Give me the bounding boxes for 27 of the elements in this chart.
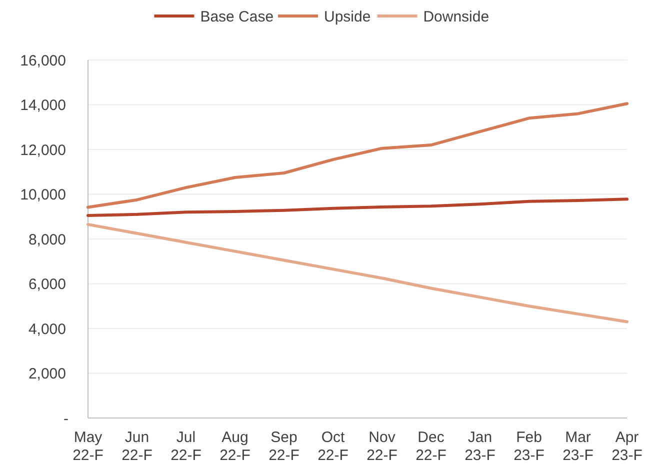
x-tick-label: Jun 22-F [122, 429, 152, 464]
x-tick-label: Oct 22-F [318, 429, 348, 464]
x-tick-label: Dec 22-F [416, 429, 446, 464]
y-tick-label: - [64, 410, 68, 428]
y-tick-label: 4,000 [28, 320, 66, 338]
x-tick-label: Feb 23-F [514, 429, 544, 464]
legend-label: Upside [324, 8, 371, 26]
x-tick-label: Jul 22-F [170, 429, 202, 464]
y-tick-label: 6,000 [28, 276, 66, 293]
y-tick-label: 8,000 [28, 231, 66, 248]
x-tick-label: May 22-F [72, 429, 104, 464]
y-tick-label: 14,000 [20, 97, 66, 114]
line-series [86, 102, 628, 209]
line-series [86, 198, 628, 218]
legend-label: Downside [423, 8, 490, 26]
x-tick-label: Jan 23-F [464, 429, 496, 464]
x-tick-label: Aug 22-F [220, 429, 250, 464]
line-series [86, 222, 628, 324]
legend-label: Base Case [200, 8, 274, 26]
y-tick-label: 12,000 [20, 142, 66, 159]
y-tick-label: 2,000 [28, 366, 66, 382]
x-tick-label: Sep 22-F [268, 429, 300, 464]
x-tick-label: Apr 23-F [612, 429, 642, 464]
x-tick-label: Nov 22-F [366, 429, 398, 464]
y-tick-label: 10,000 [20, 186, 66, 204]
y-tick-label: 16,000 [20, 52, 66, 70]
x-tick-label: Mar 23-F [562, 429, 594, 464]
